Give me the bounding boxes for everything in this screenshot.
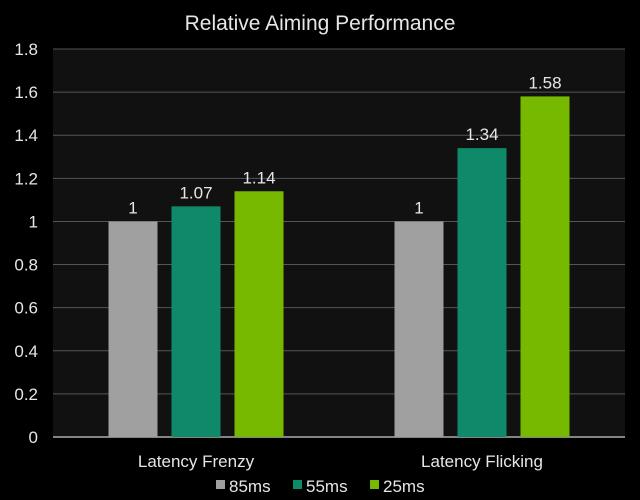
y-tick-label: 1.8 bbox=[14, 40, 38, 59]
y-tick-label: 0.8 bbox=[14, 256, 38, 275]
data-label: 1.58 bbox=[528, 73, 561, 92]
y-tick-label: 0.6 bbox=[14, 299, 38, 318]
legend-label: 85ms bbox=[229, 477, 271, 496]
bar-25ms bbox=[520, 96, 570, 437]
data-label: 1 bbox=[414, 198, 423, 217]
bar-85ms bbox=[108, 221, 158, 437]
legend-label: 55ms bbox=[306, 477, 348, 496]
y-tick-label: 1.2 bbox=[14, 169, 38, 188]
data-label: 1.14 bbox=[242, 168, 275, 187]
legend-label: 25ms bbox=[383, 477, 425, 496]
data-label: 1 bbox=[128, 198, 137, 217]
legend-swatch bbox=[293, 480, 302, 489]
y-tick-label: 0.4 bbox=[14, 342, 38, 361]
data-label: 1.07 bbox=[179, 183, 212, 202]
y-tick-label: 1.4 bbox=[14, 126, 38, 145]
bar-85ms bbox=[394, 221, 444, 437]
legend-swatch bbox=[216, 480, 225, 489]
legend-swatch bbox=[370, 480, 379, 489]
bar-55ms bbox=[171, 206, 221, 437]
x-category-label: Latency Frenzy bbox=[138, 452, 255, 471]
chart-title: Relative Aiming Performance bbox=[185, 12, 456, 35]
bar-55ms bbox=[457, 148, 507, 437]
bar-25ms bbox=[234, 191, 284, 437]
x-category-label: Latency Flicking bbox=[421, 452, 543, 471]
y-tick-label: 0 bbox=[29, 428, 38, 447]
data-label: 1.34 bbox=[465, 125, 498, 144]
y-tick-label: 1.6 bbox=[14, 83, 38, 102]
y-tick-label: 0.2 bbox=[14, 385, 38, 404]
y-tick-label: 1 bbox=[29, 212, 38, 231]
